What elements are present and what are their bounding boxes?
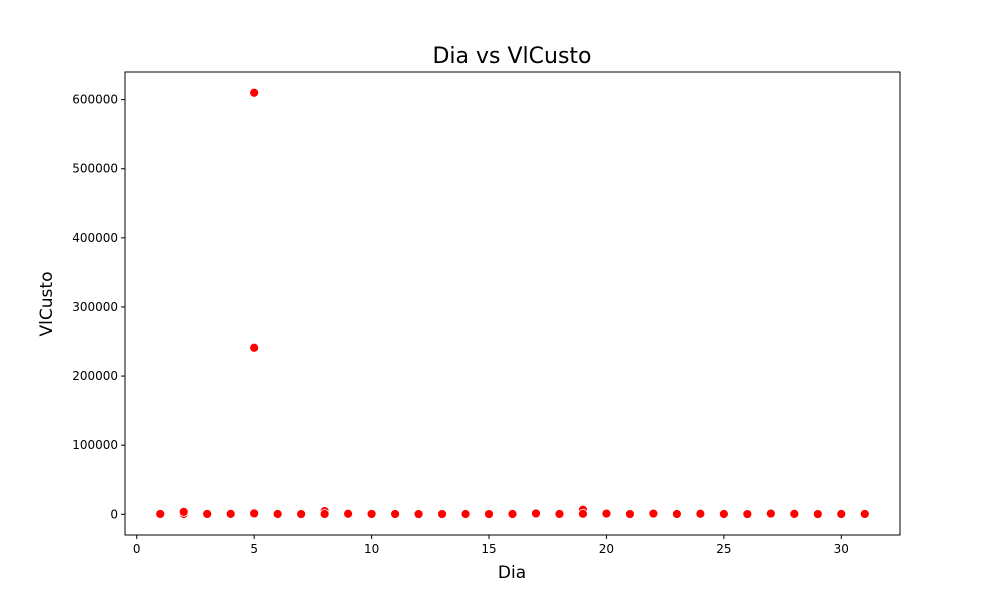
data-point <box>249 342 260 353</box>
y-axis-ticks: 0 100000 200000 300000 400000 500000 600000 <box>72 93 125 521</box>
data-point <box>836 509 847 519</box>
data-point <box>249 508 260 519</box>
data-point <box>296 509 307 519</box>
data-point <box>413 509 424 519</box>
data-point <box>765 508 776 519</box>
data-point <box>695 508 706 519</box>
data-point <box>742 509 753 519</box>
x-tick-label: 30 <box>834 542 849 556</box>
data-point <box>601 508 612 519</box>
y-axis-title: VlCusto <box>37 272 57 337</box>
x-tick-label: 15 <box>481 542 496 556</box>
data-point <box>390 509 400 519</box>
x-axis-title: Dia <box>498 563 526 583</box>
data-point <box>789 508 800 519</box>
data-point <box>578 508 588 519</box>
data-point <box>812 509 823 519</box>
x-axis-ticks: 0 5 10 15 20 25 30 <box>133 535 849 556</box>
data-point <box>625 509 635 519</box>
x-tick-label: 0 <box>133 542 141 556</box>
x-tick-label: 20 <box>599 542 614 556</box>
data-point <box>531 508 541 519</box>
data-point <box>507 509 518 519</box>
data-point <box>249 87 260 98</box>
data-point <box>319 509 330 519</box>
data-point <box>671 509 682 519</box>
data-point <box>343 508 354 519</box>
data-point <box>202 509 213 519</box>
x-tick-label: 5 <box>250 542 258 556</box>
data-points <box>155 87 870 519</box>
data-point <box>484 509 494 519</box>
data-point <box>178 506 189 517</box>
y-tick-label: 100000 <box>72 438 118 452</box>
y-tick-label: 300000 <box>72 300 118 314</box>
data-point <box>272 509 283 519</box>
data-point <box>437 509 447 519</box>
data-point <box>648 508 659 519</box>
data-point <box>225 508 236 519</box>
data-point <box>460 509 471 519</box>
x-tick-label: 25 <box>716 542 731 556</box>
data-point <box>718 509 729 519</box>
data-point <box>859 509 870 519</box>
x-tick-label: 10 <box>364 542 379 556</box>
y-tick-label: 500000 <box>72 162 118 176</box>
data-point <box>155 509 166 519</box>
plot-frame <box>124 71 901 536</box>
y-tick-label: 0 <box>110 507 118 521</box>
chart-title: Dia vs VlCusto <box>432 44 591 69</box>
data-point <box>366 509 377 519</box>
data-point <box>554 509 565 519</box>
y-tick-label: 400000 <box>72 231 118 245</box>
y-tick-label: 200000 <box>72 369 118 383</box>
y-tick-label: 600000 <box>72 93 118 107</box>
